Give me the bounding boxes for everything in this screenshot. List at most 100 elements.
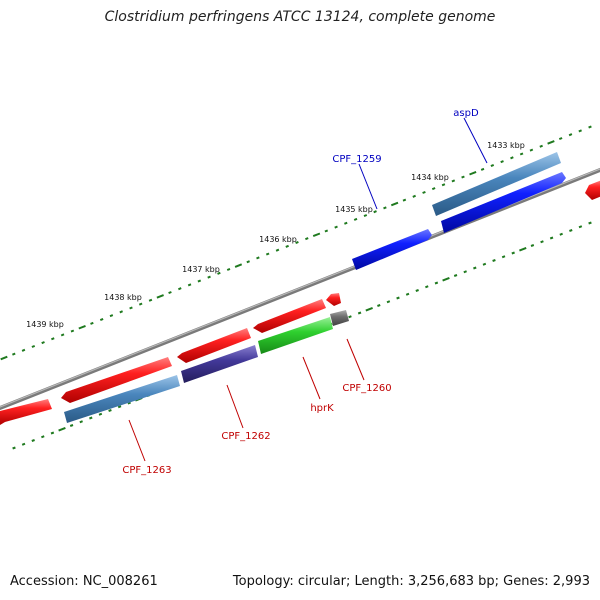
scale-label-1436: 1436 kbp — [259, 235, 297, 244]
minor-tick — [500, 160, 504, 164]
leader-cpf1260 — [346, 338, 365, 381]
minor-tick — [41, 341, 45, 345]
minor-tick — [138, 302, 143, 306]
cds-forward-red-edge — [585, 180, 600, 200]
minor-tick — [558, 137, 563, 141]
scale-label-1434: 1434 kbp — [411, 173, 449, 182]
minor-tick — [453, 274, 458, 277]
minor-tick — [90, 321, 94, 325]
minor-tick — [31, 344, 36, 348]
major-tick — [78, 324, 86, 330]
minor-tick — [501, 255, 506, 259]
minor-tick — [108, 409, 112, 412]
minor-tick — [357, 311, 362, 315]
minor-tick — [402, 198, 407, 202]
cds-purple-cpf1262 — [181, 345, 258, 383]
major-tick — [469, 170, 477, 176]
scale-label-1435: 1435 kbp — [335, 205, 373, 214]
scale-label-1433: 1433 kbp — [487, 141, 525, 150]
minor-tick — [353, 217, 358, 221]
major-tick — [234, 263, 243, 268]
major-tick — [58, 426, 66, 432]
minor-tick — [578, 225, 583, 229]
minor-tick — [578, 129, 582, 133]
scale-label-1439: 1439 kbp — [26, 320, 64, 329]
map-title: Clostridium perfringens ATCC 13124, comp… — [104, 9, 496, 25]
minor-tick — [41, 435, 45, 439]
minor-tick — [482, 262, 487, 266]
genome-stats-text: Topology: circular; Length: 3,256,683 bp… — [232, 574, 590, 589]
minor-tick — [490, 163, 495, 168]
minor-tick — [168, 291, 172, 295]
minor-tick — [492, 259, 496, 262]
minor-tick — [12, 352, 16, 356]
major-tick — [312, 232, 321, 238]
minor-tick — [70, 329, 75, 333]
minor-tick — [461, 175, 465, 179]
leader-cpf1259 — [358, 163, 378, 210]
major-tick — [390, 201, 399, 207]
minor-tick — [109, 314, 114, 318]
minor-tick — [12, 446, 16, 450]
major-tick — [547, 140, 555, 145]
minor-tick — [246, 260, 250, 264]
minor-tick — [148, 298, 153, 302]
minor-tick — [588, 221, 592, 225]
minor-tick — [441, 183, 446, 187]
gene-label-cpf1262: CPF_1262 — [221, 431, 270, 442]
minor-tick — [295, 240, 299, 245]
gene-label-cpf1259: CPF_1259 — [332, 154, 381, 165]
minor-tick — [21, 442, 26, 446]
minor-tick — [334, 225, 338, 229]
minor-tick — [549, 236, 554, 240]
minor-tick — [344, 221, 348, 225]
minor-tick — [197, 279, 202, 283]
cds-green-hprk — [258, 317, 333, 354]
cds-reverse-red-3 — [177, 328, 251, 363]
minor-tick — [129, 306, 133, 310]
minor-tick — [412, 194, 416, 198]
minor-tick — [422, 190, 426, 194]
minor-tick — [187, 283, 192, 287]
cds-steelblue-cpf1263 — [64, 375, 180, 423]
minor-tick — [50, 431, 55, 435]
minor-tick — [60, 333, 65, 337]
gene-label-cpf1260: CPF_1260 — [342, 383, 391, 394]
minor-tick — [559, 232, 563, 236]
scale-label-1438: 1438 kbp — [104, 293, 142, 302]
accession-text: Accession: NC_008261 — [10, 574, 158, 589]
minor-tick — [539, 144, 543, 148]
minor-tick — [431, 187, 436, 191]
minor-tick — [373, 210, 377, 214]
minor-tick — [386, 300, 391, 304]
leader-hprk — [302, 356, 321, 400]
cds-reverse-red-4 — [253, 299, 326, 333]
minor-tick — [127, 401, 131, 405]
minor-tick — [89, 416, 93, 420]
minor-tick — [588, 125, 592, 129]
cds-forward-blue-1 — [352, 229, 432, 270]
minor-tick — [415, 289, 419, 292]
minor-tick — [540, 240, 544, 244]
minor-tick — [98, 412, 103, 416]
gene-label-hprk: hprK — [310, 403, 334, 414]
major-tick — [0, 355, 8, 361]
minor-tick — [569, 229, 573, 232]
minor-tick — [305, 237, 309, 241]
minor-tick — [217, 271, 221, 275]
minor-tick — [226, 267, 231, 271]
minor-tick — [377, 304, 381, 307]
minor-tick — [529, 148, 534, 152]
leader-aspd — [463, 117, 488, 164]
minor-tick — [463, 270, 467, 274]
minor-tick — [117, 405, 122, 409]
minor-tick — [425, 285, 429, 289]
minor-tick — [348, 315, 352, 319]
cds-reverse-red-1 — [0, 399, 52, 425]
minor-tick — [265, 252, 270, 256]
scale-label-1437: 1437 kbp — [182, 265, 220, 274]
major-tick — [519, 246, 527, 252]
minor-tick — [69, 424, 74, 427]
minor-tick — [451, 179, 456, 183]
